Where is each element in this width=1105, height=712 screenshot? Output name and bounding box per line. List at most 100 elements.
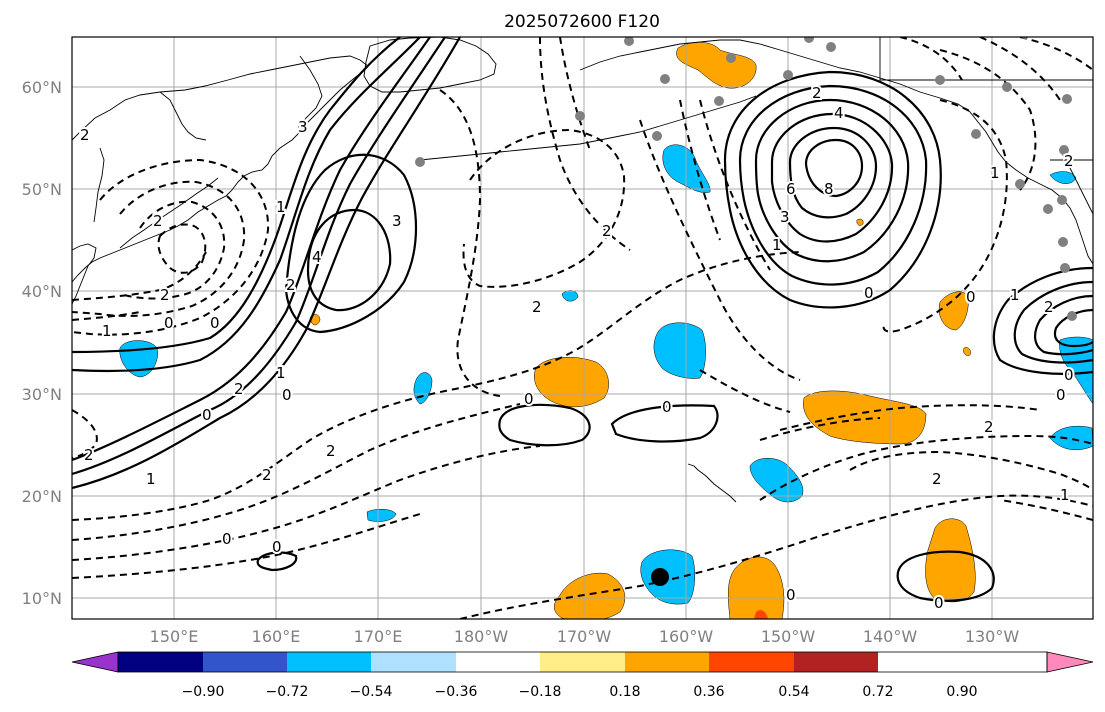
- contour-dashed: [699, 369, 791, 413]
- contour-solid: [738, 84, 928, 286]
- station-markers: [415, 37, 1077, 586]
- contour-dashed: [882, 99, 1008, 333]
- contour-solid: [284, 153, 418, 334]
- map-title: 2025072600 F120: [504, 12, 660, 32]
- contour-dashed: [559, 37, 591, 151]
- contour-label: 0: [272, 538, 282, 556]
- map-frame: [71, 36, 1094, 620]
- orange-patch: [856, 218, 864, 226]
- contour-dashed: [639, 119, 801, 381]
- gridlines: [72, 37, 1093, 619]
- colorbar-tick: −0.54: [350, 684, 393, 700]
- contour-solid: [72, 37, 446, 476]
- station-marker: [660, 74, 670, 84]
- colorbar-outline: [117, 651, 1048, 673]
- station-marker: [1059, 145, 1069, 155]
- contour-solid: [72, 37, 431, 462]
- contour-dashed: [462, 128, 626, 288]
- longitude-labels: 150°E 160°E 170°E 180°W 170°W 160°W 150°…: [150, 627, 1020, 646]
- contour-solid: [992, 266, 1093, 375]
- contour-label: 2: [286, 276, 296, 294]
- coastline-sakhalin: [93, 147, 105, 223]
- contour-label: 0: [202, 406, 212, 424]
- coastline-kamchatka: [297, 55, 323, 129]
- contour-label: 2: [532, 298, 542, 316]
- lat-label: 30°N: [22, 385, 62, 404]
- colorbar-segment: [118, 652, 203, 672]
- contour-label: 2: [234, 380, 244, 398]
- lon-label: 170°E: [354, 627, 403, 646]
- contour-dashed: [72, 409, 98, 459]
- storm-center-marker: [651, 568, 669, 586]
- contour-label: 2: [262, 466, 272, 484]
- colorbar-tick: −0.90: [182, 684, 225, 700]
- contour-label: 1: [1060, 486, 1070, 504]
- contour-dashed: [439, 89, 501, 397]
- contour-label: 8: [824, 180, 834, 198]
- contour-label: 0: [222, 530, 232, 548]
- lat-label: 60°N: [22, 78, 62, 97]
- colorbar-tick-labels: −0.90 −0.72 −0.54 −0.36 −0.18 0.18 0.36 …: [182, 684, 978, 700]
- contour-dashed: [999, 499, 1093, 521]
- red-patch: [754, 610, 768, 619]
- contour-label: 2: [1064, 152, 1074, 170]
- contour-dashed: [72, 513, 421, 579]
- contour-label: 0: [164, 314, 174, 332]
- contour-dashed: [849, 450, 1093, 491]
- blue-patch: [413, 372, 433, 405]
- colorbar-segment: [709, 652, 794, 672]
- territory-boundary: [879, 37, 1093, 81]
- contour-dashed: [157, 223, 207, 274]
- contour-solid: [804, 138, 864, 198]
- colorbar: −0.90 −0.72 −0.54 −0.36 −0.18 0.18 0.36 …: [71, 651, 1094, 700]
- station-marker: [971, 129, 981, 139]
- coastline-aleutians: [419, 95, 757, 161]
- contour-label: 3: [780, 208, 790, 226]
- contour-label: 2: [602, 222, 612, 240]
- contour-dashed: [459, 494, 1093, 619]
- contour-solid: [72, 37, 461, 490]
- contour-dashed: [699, 99, 771, 271]
- contour-label: 1: [102, 322, 112, 340]
- station-marker: [726, 53, 736, 63]
- coastline-chukotka: [363, 37, 497, 93]
- positive-contours: [72, 37, 1093, 602]
- blue-patch: [366, 509, 397, 522]
- station-marker: [804, 37, 814, 43]
- colorbar-segment: [203, 652, 287, 672]
- blue-patch: [653, 322, 706, 379]
- colorbar-tick: 0.54: [778, 684, 809, 700]
- contour-dashed: [539, 37, 631, 251]
- station-marker: [783, 70, 793, 80]
- coastline-asia: [72, 55, 369, 283]
- contour-dashed: [939, 49, 1037, 191]
- contour-dashed: [72, 251, 207, 301]
- colorbar-tick: 0.18: [609, 684, 640, 700]
- colorbar-segment: [287, 652, 371, 672]
- lon-label: 150°W: [761, 627, 816, 646]
- contour-label: 4: [834, 104, 844, 122]
- contour-label: 0: [524, 390, 534, 408]
- contour-label: 2: [984, 418, 994, 436]
- map-panel: 2 1 0 0 2 2 1 4 3 3 2 1 0 2 1 0 2 0 2 2 …: [72, 37, 1093, 619]
- contour-label: 1: [276, 364, 286, 382]
- lon-label: 170°W: [557, 627, 612, 646]
- station-marker: [1015, 179, 1025, 189]
- contour-label: 2: [812, 84, 822, 102]
- lat-label: 40°N: [22, 282, 62, 301]
- contour-label: 2: [932, 470, 942, 488]
- lon-label: 140°W: [863, 627, 918, 646]
- station-marker: [1057, 195, 1067, 205]
- colorbar-tick: 0.72: [862, 684, 893, 700]
- contour-label: 0: [1056, 386, 1066, 404]
- orange-patch: [676, 42, 757, 89]
- lat-label: 20°N: [22, 487, 62, 506]
- colorbar-segment: [456, 652, 540, 672]
- contour-dashed: [779, 404, 1041, 431]
- lat-label: 50°N: [22, 180, 62, 199]
- contour-solid: [498, 403, 591, 447]
- colorbar-segment: [625, 652, 709, 672]
- contour-label: 1: [276, 198, 286, 216]
- contour-label: 1: [772, 236, 782, 254]
